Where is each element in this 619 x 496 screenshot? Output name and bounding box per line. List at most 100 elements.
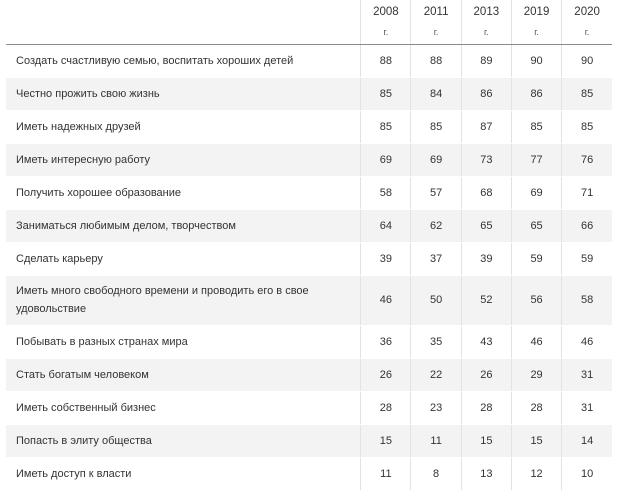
cell-value: 46 [561, 325, 612, 359]
column-year: 2011 [423, 6, 449, 18]
cell-value: 46 [360, 275, 411, 326]
cell-value: 84 [410, 77, 462, 111]
table-row: Иметь доступ к власти 11 8 13 12 10 [6, 457, 612, 491]
cell-value: 23 [410, 391, 462, 425]
table-header: 2008 г. 2011 г. 2013 г. 2019 г. 2020 г. [6, 0, 612, 45]
cell-value: 12 [510, 457, 562, 491]
cell-value: 52 [460, 275, 512, 326]
header-row: 2008 г. 2011 г. 2013 г. 2019 г. 2020 г. [6, 0, 612, 45]
column-year: 2020 [574, 6, 600, 18]
column-header-2020: 2020 г. [561, 0, 612, 45]
column-year-suffix: г. [584, 27, 590, 37]
column-year-suffix: г. [383, 27, 389, 37]
table-row: Иметь надежных друзей 85 85 87 85 85 [6, 110, 612, 144]
cell-value: 85 [561, 110, 612, 144]
label-column-header [6, 0, 361, 45]
table-row: Создать счастливую семью, воспитать хоро… [6, 44, 612, 78]
table-row: Иметь интересную работу 69 69 73 77 76 [6, 143, 612, 177]
column-year-suffix: г. [483, 27, 489, 37]
cell-value: 11 [410, 424, 462, 458]
cell-value: 15 [360, 424, 411, 458]
table-row: Честно прожить свою жизнь 85 84 86 86 85 [6, 77, 612, 111]
cell-value: 69 [410, 143, 462, 177]
cell-value: 15 [510, 424, 562, 458]
cell-value: 85 [360, 77, 411, 111]
cell-value: 77 [510, 143, 562, 177]
cell-value: 69 [510, 176, 562, 210]
cell-value: 22 [410, 358, 462, 392]
cell-value: 28 [360, 391, 411, 425]
row-label: Создать счастливую семью, воспитать хоро… [6, 44, 361, 78]
cell-value: 35 [410, 325, 462, 359]
row-label: Иметь много свободного времени и проводи… [6, 275, 361, 326]
cell-value: 85 [510, 110, 562, 144]
cell-value: 71 [561, 176, 612, 210]
cell-value: 86 [510, 77, 562, 111]
cell-value: 29 [510, 358, 562, 392]
cell-value: 64 [360, 209, 411, 243]
cell-value: 89 [460, 44, 512, 78]
cell-value: 90 [510, 44, 562, 78]
cell-value: 88 [410, 44, 462, 78]
table-row: Иметь собственный бизнес 28 23 28 28 31 [6, 391, 612, 425]
row-label: Иметь доступ к власти [6, 457, 361, 491]
cell-value: 39 [360, 242, 411, 276]
cell-value: 87 [460, 110, 512, 144]
life-goals-table: 2008 г. 2011 г. 2013 г. 2019 г. 2020 г. Созда… [6, 0, 612, 491]
row-label: Побывать в разных странах мира [6, 325, 361, 359]
cell-value: 68 [460, 176, 512, 210]
cell-value: 26 [360, 358, 411, 392]
cell-value: 56 [510, 275, 562, 326]
cell-value: 26 [460, 358, 512, 392]
column-year-suffix: г. [433, 27, 439, 37]
row-label: Честно прожить свою жизнь [6, 77, 361, 111]
cell-value: 39 [460, 242, 512, 276]
column-year: 2019 [523, 6, 550, 18]
cell-value: 37 [410, 242, 462, 276]
cell-value: 76 [561, 143, 612, 177]
cell-value: 43 [460, 325, 512, 359]
cell-value: 13 [460, 457, 512, 491]
cell-value: 59 [561, 242, 612, 276]
column-year: 2008 [373, 6, 399, 18]
cell-value: 31 [561, 391, 612, 425]
table-row: Побывать в разных странах мира 36 35 43 … [6, 325, 612, 359]
column-year: 2013 [473, 6, 500, 18]
cell-value: 31 [561, 358, 612, 392]
cell-value: 36 [360, 325, 411, 359]
row-label: Иметь надежных друзей [6, 110, 361, 144]
row-label: Стать богатым человеком [6, 358, 361, 392]
cell-value: 11 [360, 457, 411, 491]
cell-value: 85 [360, 110, 411, 144]
cell-value: 15 [460, 424, 512, 458]
cell-value: 62 [410, 209, 462, 243]
cell-value: 88 [360, 44, 411, 78]
column-header-2019: 2019 г. [510, 0, 562, 45]
cell-value: 73 [460, 143, 512, 177]
row-label: Сделать карьеру [6, 242, 361, 276]
column-header-2013: 2013 г. [460, 0, 512, 45]
cell-value: 86 [460, 77, 512, 111]
cell-value: 14 [561, 424, 612, 458]
cell-value: 59 [510, 242, 562, 276]
cell-value: 10 [561, 457, 612, 491]
table-row: Сделать карьеру 39 37 39 59 59 [6, 242, 612, 276]
column-header-2011: 2011 г. [410, 0, 462, 45]
cell-value: 46 [510, 325, 562, 359]
cell-value: 58 [561, 275, 612, 326]
cell-value: 28 [460, 391, 512, 425]
table-row: Иметь много свободного времени и проводи… [6, 275, 612, 326]
table-row: Получить хорошее образование 58 57 68 69… [6, 176, 612, 210]
cell-value: 50 [410, 275, 462, 326]
table-row: Попасть в элиту общества 15 11 15 15 14 [6, 424, 612, 458]
row-label: Получить хорошее образование [6, 176, 361, 210]
cell-value: 85 [561, 77, 612, 111]
cell-value: 90 [561, 44, 612, 78]
cell-value: 65 [460, 209, 512, 243]
cell-value: 57 [410, 176, 462, 210]
cell-value: 85 [410, 110, 462, 144]
column-year-suffix: г. [534, 27, 539, 37]
table-row: Стать богатым человеком 26 22 26 29 31 [6, 358, 612, 392]
cell-value: 66 [561, 209, 612, 243]
